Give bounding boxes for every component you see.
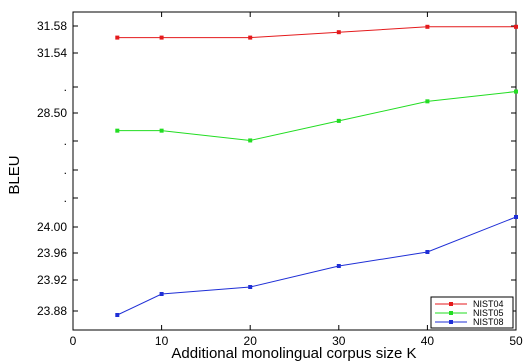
data-point-nist08 [159,292,164,296]
x-tick-label: 20 [244,334,258,348]
x-axis-title: Additional monolingual corpus size K [171,345,416,362]
y-tick-label: 28.50 [37,106,67,120]
y-tick-label: . [64,134,67,148]
data-point-nist08 [514,215,518,219]
legend-marker-nist05 [449,311,453,315]
y-tick-label: 23.88 [37,304,67,318]
series-line-nist05 [117,91,517,141]
y-tick-label: 31.58 [37,19,67,33]
y-axis-title: BLEU [6,155,23,194]
legend-marker-nist08 [449,320,453,324]
data-point-nist08 [115,313,120,317]
data-point-nist05 [336,118,341,123]
data-point-nist04 [115,35,120,40]
y-tick-label: . [64,191,67,205]
data-point-nist08 [248,285,253,289]
data-point-nist05 [248,138,253,143]
data-point-nist08 [425,250,430,254]
legend-marker-nist04 [449,302,453,306]
data-point-nist05 [159,128,164,133]
data-point-nist05 [115,128,120,133]
data-point-nist04 [248,35,253,40]
y-axis: 31.58 31.54. 28.50... 24.00 23.96 23.92 23.88 [37,19,516,318]
data-point-nist04 [514,24,518,29]
data-point-nist05 [425,99,430,104]
x-tick-label: 40 [421,334,435,348]
series-line-nist04 [117,26,516,39]
plot-frame [72,11,517,331]
y-tick-label: 24.00 [37,220,67,234]
x-tick-label: 30 [332,334,346,348]
y-tick-label: 23.96 [37,246,67,260]
data-point-nist05 [514,89,518,94]
x-tick-label: 10 [155,334,169,348]
y-tick-label: 23.92 [37,273,67,287]
x-axis: 0 10 20 30 40 50 [70,12,523,348]
y-tick-label: . [64,163,67,177]
legend-label-nist04: NIST04 [473,299,504,309]
data-point-nist04 [159,35,164,40]
x-tick-label: 0 [70,334,77,348]
data-point-nist04 [336,30,341,35]
series-layer [115,24,518,317]
x-tick-label: 50 [509,334,523,348]
legend-box [430,296,514,329]
data-point-nist08 [336,264,341,268]
data-point-nist04 [425,24,430,29]
legend-label-nist05: NIST05 [473,308,504,318]
legend-label-nist08: NIST08 [473,317,504,327]
y-tick-label: 31.54 [37,46,67,60]
y-tick-label: . [64,80,67,94]
series-line-nist08 [117,216,517,316]
